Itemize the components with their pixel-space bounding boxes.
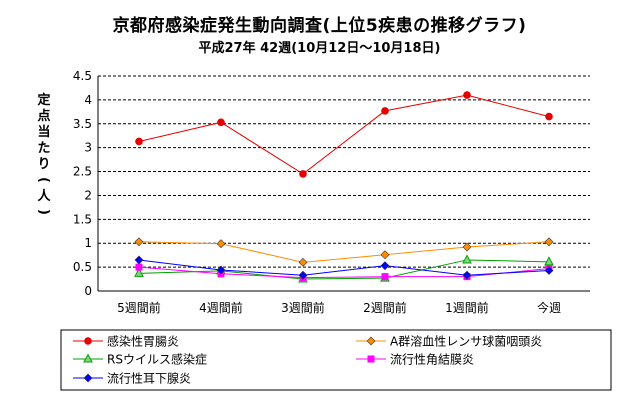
y-tick-label: 1 [84,236,92,250]
series-line [138,266,550,279]
y-axis-label-char: ) [36,209,51,215]
y-tick-label: 3 [84,141,92,155]
y-tick-label: 0 [84,284,92,298]
x-tick-label: 4週間前 [199,300,243,315]
data-point [544,237,554,247]
data-point [381,273,389,281]
data-point [134,255,144,265]
legend-marker [84,337,92,345]
data-point [462,254,472,264]
data-point [135,137,143,146]
x-tick-label: 3週間前 [281,300,325,315]
legend-marker [83,373,93,383]
data-point [381,107,389,115]
y-tick-label: 2 [84,188,92,202]
legend-label: RSウイルス感染症 [107,352,207,367]
data-point [544,266,554,275]
y-axis-label-char: 人 [37,188,51,204]
legend-marker [83,353,93,363]
legend-marker [366,336,376,346]
x-tick-label: 今週 [537,300,561,315]
data-point [380,250,390,260]
data-point [216,265,226,275]
x-tick-label: 1週間前 [445,300,489,315]
legend-label: A群溶血性レンサ球菌咽頭炎 [390,334,542,349]
legend-marker [367,355,375,363]
data-point [380,261,390,271]
y-axis-label-char: ( [36,177,51,183]
data-point [135,263,143,271]
y-tick-label: 1.5 [73,212,92,226]
legend-label: 感染性胃腸炎 [107,334,179,349]
y-axis-label-char: た [37,141,50,156]
chart-title: 京都府感染症発生動向調査(上位5疾患の推移グラフ) [112,16,527,36]
y-axis-label-char: り [37,157,50,172]
chart-subtitle: 平成27年 42週(10月12日〜10月18日) [198,41,441,56]
data-point [134,237,144,247]
y-axis-label-char: 定 [36,92,50,108]
y-axis-label-char: 点 [37,108,50,124]
x-tick-label: 5週間前 [117,300,161,315]
data-point [462,242,472,252]
data-point [299,170,307,178]
legend-label: 流行性耳下腺炎 [107,372,191,386]
y-axis-label-char: 当 [37,124,50,140]
data-point [544,256,554,266]
series-line [138,259,550,280]
series-line [138,94,550,175]
data-point [217,118,225,127]
y-tick-label: 0.5 [73,260,92,274]
x-tick-label: 2週間前 [363,300,407,315]
y-tick-label: 3.5 [73,117,92,131]
series-line [138,259,550,276]
data-point [462,270,472,280]
data-point [545,112,553,121]
legend-label: 流行性角結膜炎 [390,353,474,367]
data-point [298,270,308,280]
data-point [298,257,308,267]
y-tick-label: 4 [84,93,92,107]
data-point [463,91,471,99]
legend [60,329,612,391]
data-point [134,267,144,277]
series-line [138,241,550,263]
y-tick-label: 4.5 [73,69,92,83]
y-tick-label: 2.5 [73,165,92,179]
data-point [216,239,226,249]
